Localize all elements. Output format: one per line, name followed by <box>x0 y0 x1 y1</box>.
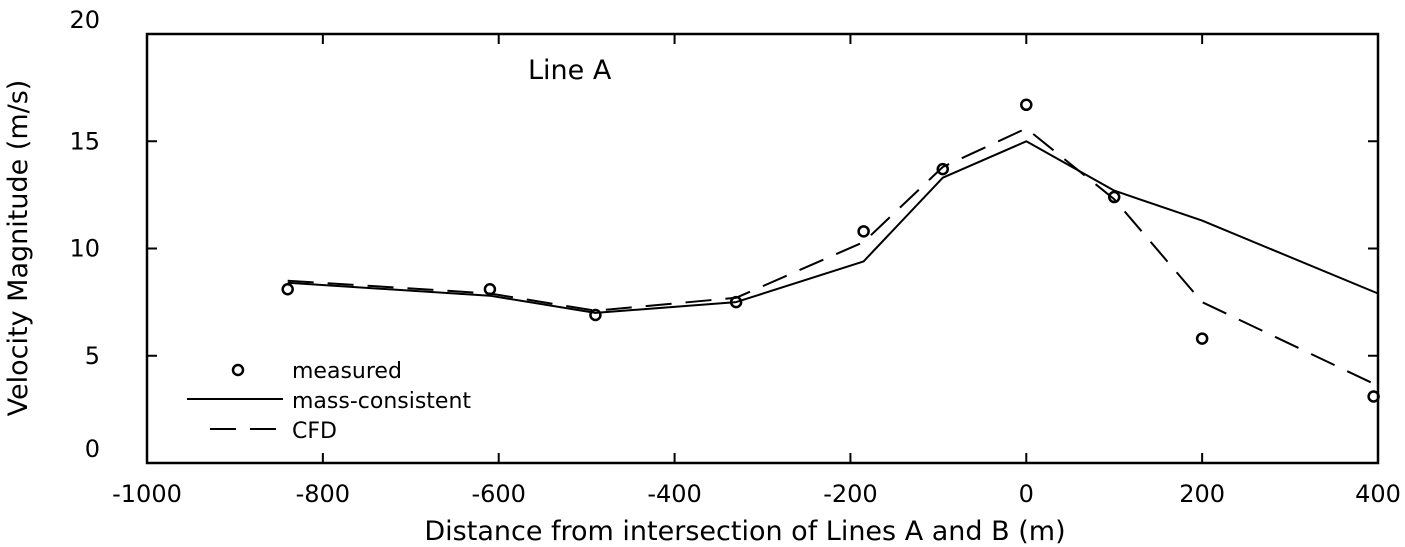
series-measured-point <box>1367 390 1380 403</box>
series-cfd-line <box>287 127 1379 387</box>
series-layer <box>281 98 1380 403</box>
x-tick-label: 400 <box>1355 480 1401 508</box>
x-axis-title: Distance from intersection of Lines A an… <box>424 516 1065 547</box>
series-measured-point <box>857 225 870 238</box>
x-tick-label: 0 <box>1019 480 1034 508</box>
series-mass-consistent-line <box>287 140 1379 314</box>
x-tick-label: -800 <box>296 480 350 508</box>
x-tick-label: -600 <box>471 480 525 508</box>
y-tick-label: 0 <box>85 435 100 463</box>
x-tick-label: -1000 <box>112 480 182 508</box>
x-tick-label: -400 <box>647 480 701 508</box>
series-measured-point <box>936 162 950 176</box>
series-measured-point <box>1020 98 1033 112</box>
legend-measured-label: measured <box>292 359 402 384</box>
chart-annotation: Line A <box>528 55 612 86</box>
x-tick-label: 200 <box>1179 480 1225 508</box>
y-axis-title: Velocity Magnitude (m/s) <box>3 80 34 417</box>
legend-cfd-label: CFD <box>292 419 337 444</box>
y-tick-label: 10 <box>69 235 100 263</box>
legend-mass-consistent-label: mass-consistent <box>292 389 471 414</box>
series-measured-point <box>281 283 294 296</box>
y-tick-label: 20 <box>69 6 100 34</box>
series-measured-point <box>589 308 602 322</box>
series-measured-point <box>1195 332 1209 345</box>
series-measured-point <box>1107 190 1121 204</box>
x-tick-label: -200 <box>823 480 877 508</box>
legend-measured-marker <box>231 363 245 377</box>
ticks <box>146 33 1379 464</box>
tick-labels: -1000 -800 -600 -400 -200 0 200 400 0 5 10 15 20 <box>69 6 1400 508</box>
y-tick-label: 5 <box>85 342 100 370</box>
y-tick-label: 15 <box>69 127 100 155</box>
legend: measured mass-consistent CFD <box>187 359 471 444</box>
